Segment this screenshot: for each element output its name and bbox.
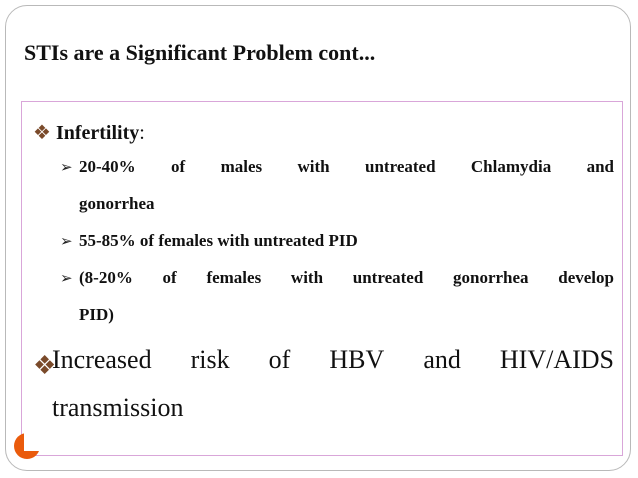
- word: of: [162, 268, 177, 287]
- bullet-suffix: :: [139, 122, 145, 144]
- word: untreated: [365, 157, 436, 176]
- word: and: [423, 345, 461, 374]
- slide-title: STIs are a Significant Problem cont...: [24, 40, 376, 65]
- word: Increased: [52, 345, 152, 374]
- word: of: [268, 345, 291, 374]
- subitem-1-line-2: gonorrhea: [79, 194, 155, 213]
- word: risk: [190, 345, 230, 374]
- slide-frame: [5, 5, 631, 471]
- word: 20-40%: [79, 157, 136, 176]
- content-box: [21, 101, 623, 456]
- bullet-increased-risk-line-2: transmission: [52, 393, 184, 422]
- word: HIV/AIDS: [499, 345, 614, 374]
- word: with: [290, 268, 324, 287]
- word: of: [171, 157, 186, 176]
- arrow-bullet-icon: ➢: [60, 232, 73, 250]
- bullet-increased-risk-line-1: Increased risk of HBV and HIV/AIDS: [52, 345, 614, 375]
- arrow-bullet-icon: ➢: [60, 269, 73, 287]
- word: untreated: [352, 268, 424, 287]
- subitem-3-line-2: PID): [79, 305, 114, 324]
- word: Chlamydia: [470, 157, 552, 176]
- subitem-2: 55-85% of females with untreated PID: [79, 231, 358, 250]
- diamond-bullet-icon: ❖: [33, 122, 51, 144]
- word: gonorrhea: [453, 268, 529, 287]
- subitem-1-line-1: 20-40% of males with untreated Chlamydia…: [79, 157, 614, 177]
- word: and: [586, 157, 614, 176]
- bullet-infertility: ❖ Infertility:: [33, 120, 145, 145]
- word: develop: [558, 268, 614, 287]
- arrow-bullet-icon: ➢: [60, 158, 73, 176]
- bullet-label: Infertility: [55, 122, 140, 144]
- word: females: [206, 268, 262, 287]
- corner-accent-mask: [24, 421, 54, 451]
- diamond-bullet-icon: ❖: [33, 351, 57, 380]
- word: (8-20%: [79, 268, 133, 287]
- word: with: [297, 157, 330, 176]
- word: HBV: [329, 345, 385, 374]
- subitem-3-line-1: (8-20% of females with untreated gonorrh…: [79, 268, 614, 288]
- word: males: [220, 157, 263, 176]
